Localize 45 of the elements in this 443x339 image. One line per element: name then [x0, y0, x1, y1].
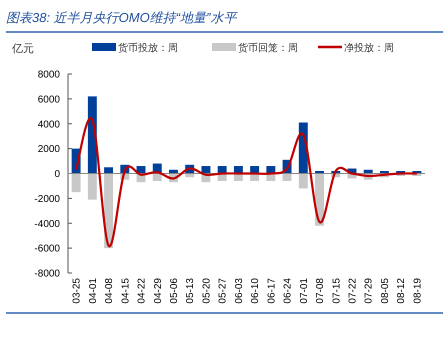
bar [201, 166, 210, 174]
x-tick-label: 06-17 [266, 278, 278, 304]
legend-item: 净投放：周 [318, 43, 394, 54]
x-tick-label: 06-24 [282, 278, 294, 304]
x-tick-label: 03-25 [72, 278, 83, 304]
x-tick-label: 07-15 [331, 278, 342, 304]
bar [282, 174, 292, 181]
x-tick-label: 08-12 [396, 278, 408, 304]
x-tick-label: 07-08 [315, 278, 326, 304]
x-tick-label: 04-08 [104, 278, 116, 304]
x-tick-label: 08-05 [380, 278, 391, 304]
x-tick-label: 08-19 [412, 278, 424, 304]
legend-item: 货币回笼：周 [212, 43, 298, 54]
title: 图表38: 近半月央行OMO维持“地量”水平 [6, 10, 236, 25]
y-tick-label: -2000 [34, 194, 60, 205]
x-tick-label: 07-22 [347, 278, 358, 304]
x-tick-label: 06-03 [234, 278, 245, 304]
y-tick-label: -6000 [34, 244, 60, 255]
x-tick-label: 05-27 [218, 278, 229, 304]
x-tick-label: 05-20 [201, 278, 212, 304]
y-tick-label: -4000 [34, 218, 60, 230]
x-tick-label: 07-29 [364, 278, 375, 304]
y-axis-title: 亿元 [11, 43, 34, 55]
x-tick-label: 05-13 [185, 278, 196, 304]
x-tick-label: 04-01 [88, 278, 99, 304]
bar [88, 174, 97, 200]
x-tick-label: 06-10 [250, 278, 262, 304]
legend-item: 货币投放：周 [92, 43, 178, 54]
bar [298, 174, 308, 188]
x-tick-label: 04-22 [136, 278, 148, 304]
legend-label: 货币投放：周 [118, 42, 178, 54]
x-tick-label: 04-15 [120, 278, 132, 304]
x-tick-label: 07-01 [298, 278, 310, 304]
y-tick-label: 4000 [38, 119, 60, 130]
line-series [75, 118, 418, 247]
legend-label: 净投放：周 [344, 42, 394, 54]
x-tick-label: 05-06 [168, 278, 180, 304]
y-tick-label: 8000 [38, 70, 60, 80]
y-tick-label: 6000 [38, 94, 60, 106]
y-tick-label: -8000 [34, 268, 60, 280]
x-tick-label: 04-29 [152, 278, 164, 304]
bar [72, 174, 81, 192]
y-tick-label: 0 [54, 169, 60, 180]
y-tick-label: 2000 [38, 144, 60, 156]
legend-label: 货币回笼：周 [238, 42, 298, 54]
